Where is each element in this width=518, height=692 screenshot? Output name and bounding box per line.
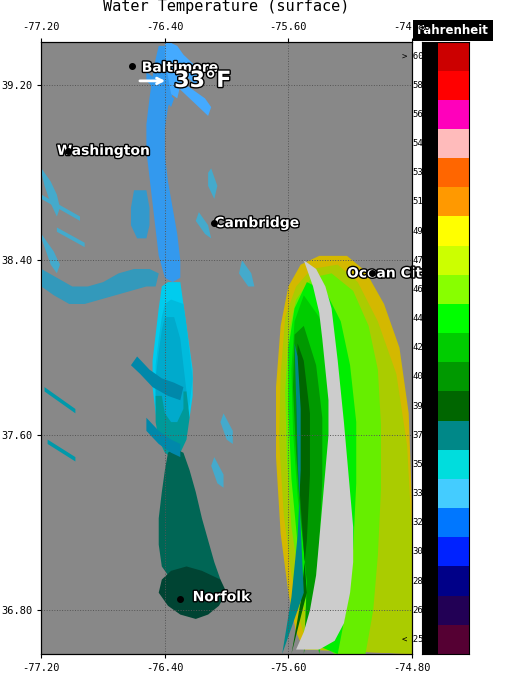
Polygon shape [57,228,84,247]
Bar [438,450,469,479]
Text: 53.0: 53.0 [412,168,434,177]
Text: 33°F: 33°F [174,71,231,91]
Polygon shape [159,448,221,592]
Bar [438,42,469,71]
Text: 33.8: 33.8 [412,489,434,498]
Polygon shape [208,168,218,199]
Polygon shape [279,264,412,654]
Polygon shape [292,343,310,654]
Text: 30.2: 30.2 [412,547,434,556]
Polygon shape [211,457,224,488]
Bar [438,71,469,100]
Polygon shape [168,42,199,85]
Text: 44.2: 44.2 [412,314,434,323]
Bar [438,421,469,450]
Text: 51.2: 51.2 [412,197,434,206]
Text: 32.0: 32.0 [412,518,434,527]
Text: 56.5: 56.5 [412,110,434,119]
Polygon shape [292,295,338,654]
Polygon shape [296,260,353,650]
Polygon shape [41,194,80,221]
Bar [438,129,469,158]
Text: 28.5: 28.5 [412,576,434,585]
Polygon shape [196,212,211,238]
Bar [438,537,469,567]
Polygon shape [147,72,174,107]
Bar [438,275,469,304]
Polygon shape [41,168,60,217]
Title: Water Temperature (surface): Water Temperature (surface) [104,0,350,14]
Bar [438,304,469,333]
Text: 49.5: 49.5 [412,226,434,235]
Bar [438,479,469,508]
Polygon shape [293,326,322,654]
Polygon shape [131,356,183,400]
Polygon shape [180,81,211,116]
Polygon shape [155,300,193,439]
Text: 54.8: 54.8 [412,139,434,148]
Text: 42.5: 42.5 [412,343,434,352]
Text: 47.8: 47.8 [412,256,434,265]
Text: > 60.0: > 60.0 [402,52,434,61]
Text: Norfolk: Norfolk [193,590,250,604]
Text: 26.8: 26.8 [412,606,434,614]
Polygon shape [155,317,186,435]
Text: 39.0: 39.0 [412,401,434,410]
Bar [438,158,469,188]
Text: 37.2: 37.2 [412,430,434,439]
Bar [438,188,469,217]
Bar [438,217,469,246]
Text: < 25.0: < 25.0 [402,635,434,644]
Polygon shape [276,256,412,654]
Polygon shape [221,413,233,444]
Bar [438,392,469,421]
Polygon shape [147,418,180,457]
Bar [438,100,469,129]
Text: 46.0: 46.0 [412,285,434,294]
Polygon shape [159,567,227,619]
Polygon shape [289,282,356,654]
Polygon shape [48,439,76,462]
Polygon shape [45,387,76,413]
Polygon shape [239,260,254,286]
Polygon shape [131,190,150,238]
Text: Fahrenheit: Fahrenheit [418,24,489,37]
Polygon shape [165,42,180,98]
Polygon shape [41,234,60,273]
Polygon shape [155,392,190,457]
Polygon shape [147,46,180,282]
Bar [438,596,469,625]
Text: 35.5: 35.5 [412,460,434,469]
Bar [438,567,469,596]
Bar [438,625,469,654]
Bar [438,333,469,363]
Text: 58.2: 58.2 [412,81,434,90]
Text: Cambridge: Cambridge [214,216,299,230]
Bar [438,246,469,275]
Text: Ocean City: Ocean City [347,266,431,280]
Bar [438,508,469,537]
Text: Washington: Washington [57,144,150,158]
Polygon shape [152,282,193,453]
Text: Baltimore: Baltimore [142,61,218,75]
Bar [438,363,469,392]
Text: 40.8: 40.8 [412,372,434,381]
Polygon shape [285,273,381,654]
Polygon shape [282,343,304,654]
Polygon shape [41,269,159,304]
